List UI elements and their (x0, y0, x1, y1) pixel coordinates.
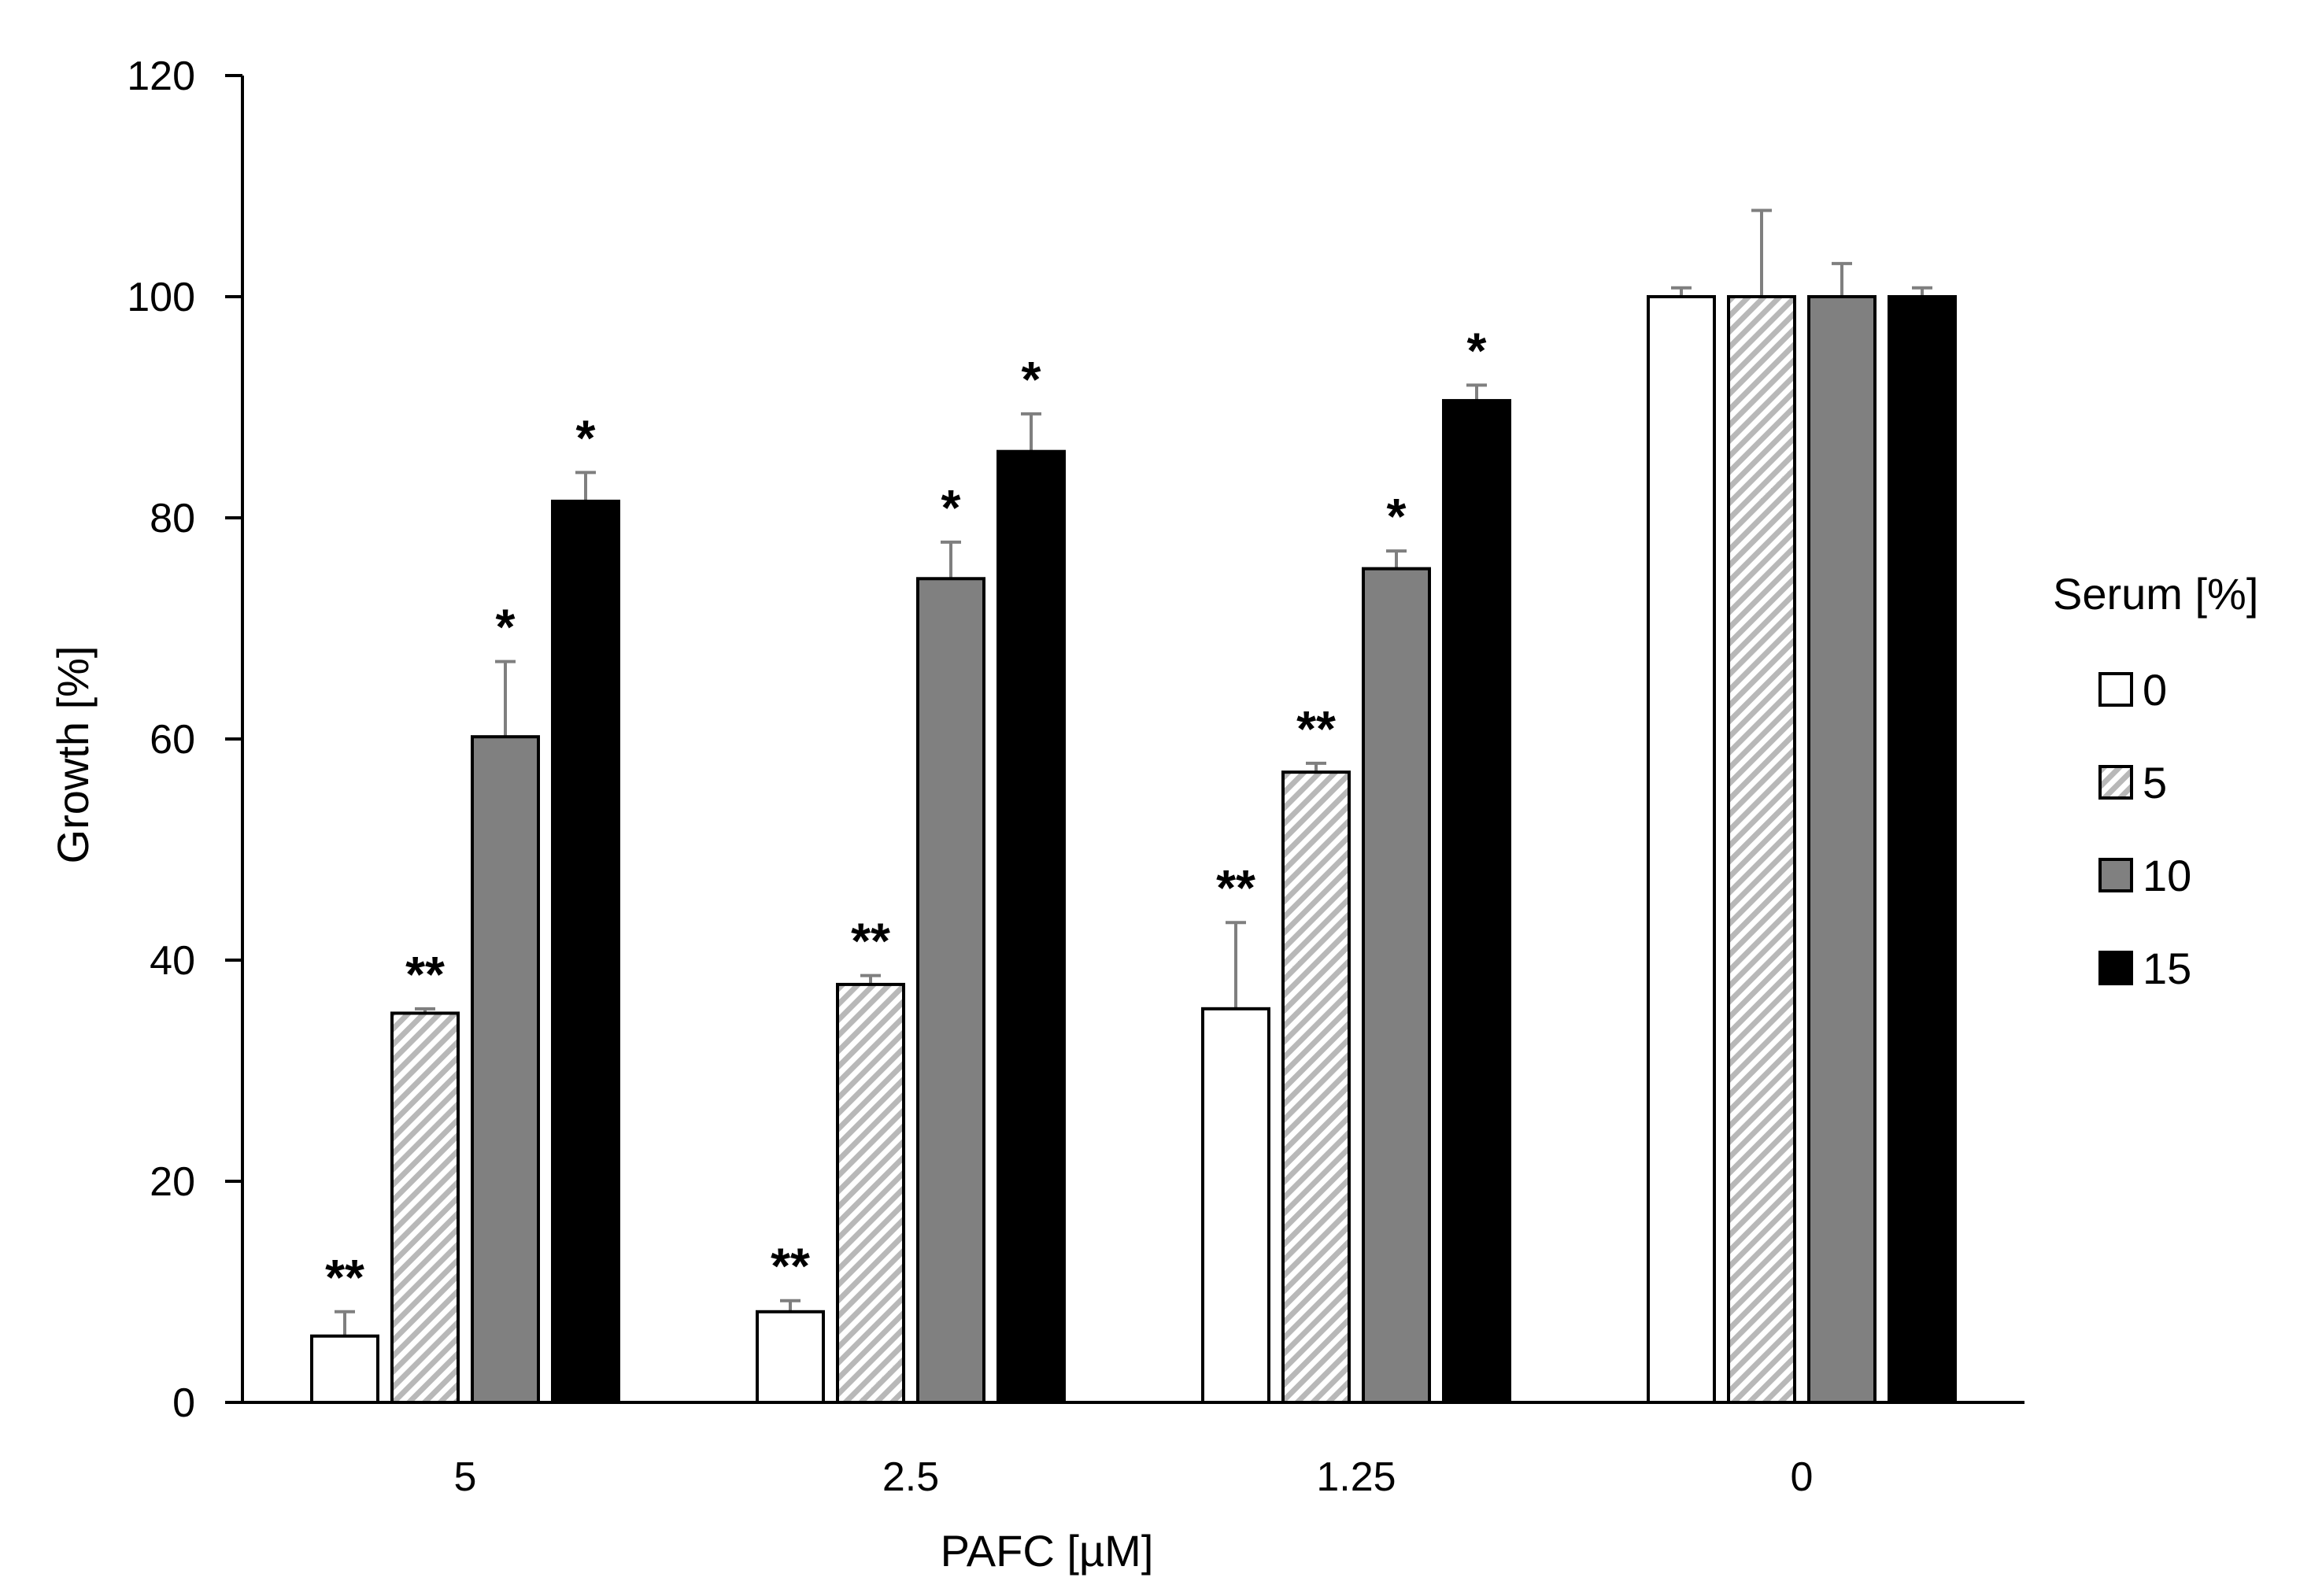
x-tick-label: 0 (1791, 1454, 1814, 1500)
bar-10-0 (1807, 295, 1877, 1404)
x-axis-title: PAFC [µM] (941, 1526, 1154, 1576)
x-tick-label: 5 (454, 1454, 477, 1500)
legend-swatch-5 (2098, 765, 2133, 800)
legend-label-15: 15 (2143, 944, 2191, 993)
legend-swatch-10 (2098, 858, 2133, 892)
bar-0-2.5 (756, 1310, 825, 1405)
x-tick-label: 1.25 (1316, 1454, 1396, 1500)
legend-swatch-15 (2098, 951, 2133, 985)
axes: 5 2.5 1.25 0 0 20 40 60 80 100 120 PAFC [µM] Growth … (48, 54, 2024, 1576)
significance-label: * (1022, 351, 1041, 408)
bar-5-5 (390, 1011, 460, 1404)
significance-label: ** (1216, 859, 1255, 916)
bar-0-1.25 (1201, 1007, 1270, 1404)
y-tick-label: 100 (127, 275, 195, 320)
bar-10-5 (471, 735, 540, 1404)
legend-title: Serum [%] (2053, 569, 2258, 619)
bar-15-1.25 (1442, 399, 1511, 1405)
y-tick-label: 120 (127, 54, 195, 99)
significance-label: * (496, 599, 516, 656)
y-tick-label: 20 (150, 1159, 195, 1205)
legend: Serum [%] 0 5 10 15 (2053, 569, 2258, 993)
y-tick-label: 80 (150, 496, 195, 541)
bar-10-1.25 (1362, 567, 1431, 1404)
significance-label: * (1387, 488, 1407, 545)
y-tick-label: 60 (150, 717, 195, 763)
bar-15-5 (551, 499, 620, 1404)
significance-label: * (576, 409, 596, 466)
bar-5-2.5 (836, 982, 905, 1405)
bar-0-0 (1647, 295, 1716, 1404)
significance-label: * (941, 479, 961, 536)
significance-label: ** (851, 913, 890, 970)
bar-10-2.5 (916, 577, 985, 1404)
legend-label-0: 0 (2143, 665, 2167, 715)
bar-15-0 (1888, 295, 1957, 1404)
significance-label: * (1467, 322, 1487, 379)
significance-label: ** (325, 1249, 364, 1306)
plot-area: ****************** (310, 209, 1957, 1405)
bar-15-2.5 (997, 449, 1066, 1405)
y-axis-title: Growth [%] (48, 646, 98, 864)
y-tick-label: 0 (172, 1380, 195, 1426)
y-tick-label: 40 (150, 938, 195, 984)
significance-label: ** (771, 1238, 810, 1295)
significance-label: ** (1296, 700, 1336, 757)
legend-swatch-0 (2098, 672, 2133, 707)
legend-label-5: 5 (2143, 758, 2167, 807)
significance-label: ** (405, 946, 445, 1003)
x-tick-label: 2.5 (882, 1454, 939, 1500)
legend-label-10: 10 (2143, 851, 2191, 900)
bar-5-0 (1727, 295, 1796, 1404)
bar-5-1.25 (1281, 770, 1351, 1404)
bar-0-5 (310, 1334, 379, 1404)
